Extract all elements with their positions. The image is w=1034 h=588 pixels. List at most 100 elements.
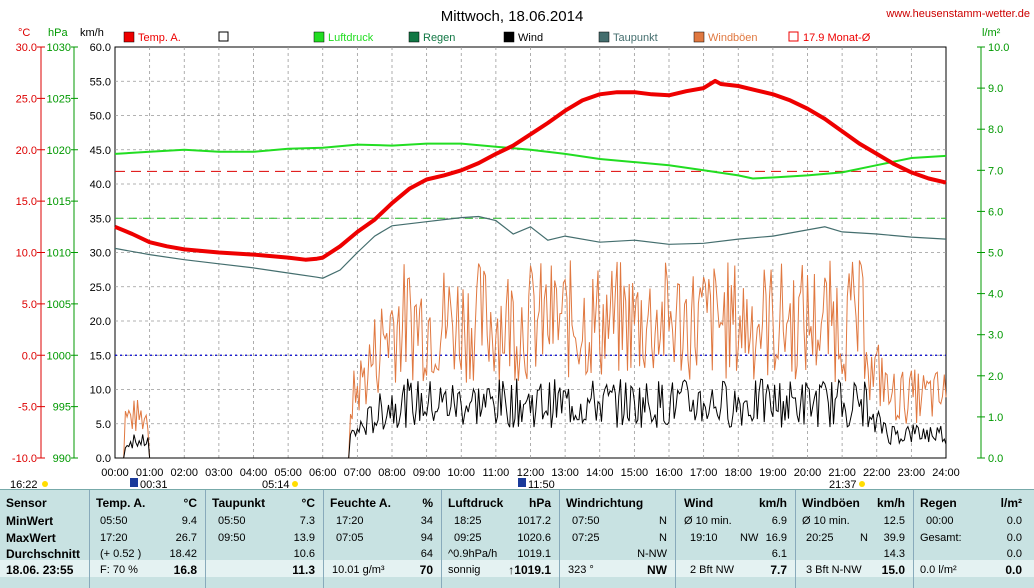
- rain-tick-label: 4.0: [988, 289, 1003, 301]
- pressure-tick-label: 1005: [47, 299, 71, 311]
- legend-swatch: [788, 31, 799, 42]
- hdr-rain: Regen: [920, 496, 957, 510]
- x-tick-label: 06:00: [309, 467, 337, 479]
- site-url: www.heusenstamm-wetter.de: [885, 8, 1030, 20]
- gust-max-dir: N: [860, 532, 868, 544]
- dir-min-value: N: [659, 515, 667, 527]
- pressure-tick-label: 1000: [47, 350, 71, 362]
- rain-min-time: 00:00: [926, 515, 954, 527]
- pressure-tick-label: 1010: [47, 248, 71, 260]
- temp-tick-label: 10.0: [16, 248, 37, 260]
- label-min: MinWert: [6, 514, 54, 528]
- wind-tick-label: 25.0: [90, 282, 111, 294]
- x-tick-label: 17:00: [690, 467, 718, 479]
- rain-min-value: 0.0: [1006, 515, 1022, 527]
- col-dewpoint: Taupunkt °C 05:50 7.3 09:50 13.9 10.6 11…: [206, 490, 324, 588]
- temp-tick-label: 0.0: [22, 350, 37, 362]
- wind-tick-label: 40.0: [90, 179, 111, 191]
- gust-max-value: 39.9: [883, 532, 905, 544]
- rain-tick-label: 5.0: [988, 248, 1003, 260]
- x-tick-label: 10:00: [447, 467, 475, 479]
- wind-max-dir: NW: [740, 532, 759, 544]
- hdr-wind: Wind: [684, 496, 714, 510]
- hum-current-abs: 10.01 g/m³: [332, 564, 385, 576]
- hdr-temp: Temp. A.: [96, 496, 146, 510]
- gust-max-time: 20:25: [806, 532, 834, 544]
- dir-current-degrees: 323 °: [568, 564, 594, 576]
- temp-avg-value: 18.42: [169, 548, 197, 560]
- x-tick-label: 21:00: [828, 467, 856, 479]
- x-tick-label: 07:00: [344, 467, 372, 479]
- label-current: 18.06. 23:55: [6, 563, 74, 577]
- x-tick-label: 05:00: [274, 467, 302, 479]
- temp-tick-label: -10.0: [12, 453, 37, 465]
- chart-title: Mittwoch, 18.06.2014: [441, 8, 584, 25]
- rain-tick-label: 9.0: [988, 83, 1003, 95]
- hdr-wind-unit: km/h: [758, 496, 787, 510]
- x-tick-label: 20:00: [794, 467, 822, 479]
- wind-min-time: Ø 10 min.: [684, 515, 732, 527]
- x-tick-label: 04:00: [240, 467, 268, 479]
- legend-label: Windböen: [708, 32, 758, 44]
- col-temp: Temp. A. °C 05:50 9.4 17:20 26.7 (+ 0.52…: [90, 490, 206, 588]
- legend-swatch: [693, 31, 705, 43]
- x-tick-label: 16:00: [655, 467, 683, 479]
- dir-avg-value: N-NW: [637, 548, 667, 560]
- temperature-series: [114, 78, 947, 262]
- sunset-label: 21:37: [829, 479, 857, 489]
- rain-total-label: Gesamt:: [920, 532, 962, 544]
- wind-tick-label: 0.0: [96, 453, 111, 465]
- temp-tick-label: 5.0: [22, 299, 37, 311]
- wind-tick-label: 55.0: [90, 76, 111, 88]
- temp-tick-label: 25.0: [16, 93, 37, 105]
- x-tick-label: 02:00: [170, 467, 198, 479]
- hum-max-value: 94: [420, 532, 433, 544]
- temp-avg-delta: (+ 0.52 ): [100, 548, 142, 560]
- dew-max-value: 13.9: [293, 532, 315, 544]
- hum-min-time: 17:20: [336, 515, 364, 527]
- press-min-value: 1017.2: [517, 515, 551, 527]
- legend-label: 17.9 Monat-Ø: [803, 32, 871, 44]
- wind-tick-label: 60.0: [90, 42, 111, 54]
- hum-avg-value: 64: [420, 548, 433, 560]
- sunset-icon: [859, 481, 865, 487]
- rain-tick-label: 8.0: [988, 124, 1003, 136]
- temp-tick-label: 20.0: [16, 145, 37, 157]
- hdr-sensor: Sensor: [6, 496, 47, 510]
- dew-current-value: 11.3: [292, 563, 315, 577]
- wind-current-bft: 2 Bft NW: [690, 564, 735, 576]
- x-tick-label: 23:00: [898, 467, 926, 479]
- unit-pressure: hPa: [48, 27, 68, 39]
- x-tick-label: 22:00: [863, 467, 891, 479]
- wind-tick-label: 30.0: [90, 248, 111, 260]
- unit-rain: l/m²: [982, 27, 1001, 39]
- temp-max-time: 17:20: [100, 532, 128, 544]
- current-row-bg: [0, 560, 1034, 577]
- press-avg-value: 1019.1: [517, 548, 551, 560]
- hdr-gust-unit: km/h: [876, 496, 905, 510]
- pressure-tick-label: 1015: [47, 196, 71, 208]
- wind-max-time: 19:10: [690, 532, 718, 544]
- hdr-dew-unit: °C: [301, 496, 315, 510]
- legend-swatch: [313, 31, 325, 43]
- col-pressure: Luftdruck hPa 18:25 1017.2 09:25 1020.6 …: [442, 490, 560, 588]
- x-tick-label: 01:00: [136, 467, 164, 479]
- rain-total-value: 0.0: [1006, 532, 1022, 544]
- temp-current-humidity: F: 70 %: [100, 564, 138, 576]
- rain-current-total: 0.0 l/m²: [920, 564, 957, 576]
- x-tick-label: 09:00: [413, 467, 441, 479]
- col-humidity: Feuchte A. % 17:20 34 07:05 94 64 10.01 …: [324, 490, 442, 588]
- legend-label: Luftdruck: [328, 32, 374, 44]
- legend-swatch: [123, 31, 135, 43]
- x-tick-label: 11:00: [483, 467, 510, 479]
- legend-swatch: [503, 31, 515, 43]
- gust-avg-value: 14.3: [883, 548, 905, 560]
- hum-min-value: 34: [420, 515, 433, 527]
- wind-tick-label: 10.0: [90, 385, 111, 397]
- rain-tick-label: 1.0: [988, 412, 1003, 424]
- dew-avg-value: 10.6: [293, 548, 315, 560]
- wind-tick-label: 20.0: [90, 316, 111, 328]
- rain-current-value: 0.0: [1005, 563, 1022, 577]
- pressure-tick-label: 995: [53, 402, 71, 414]
- x-tick-label: 15:00: [621, 467, 649, 479]
